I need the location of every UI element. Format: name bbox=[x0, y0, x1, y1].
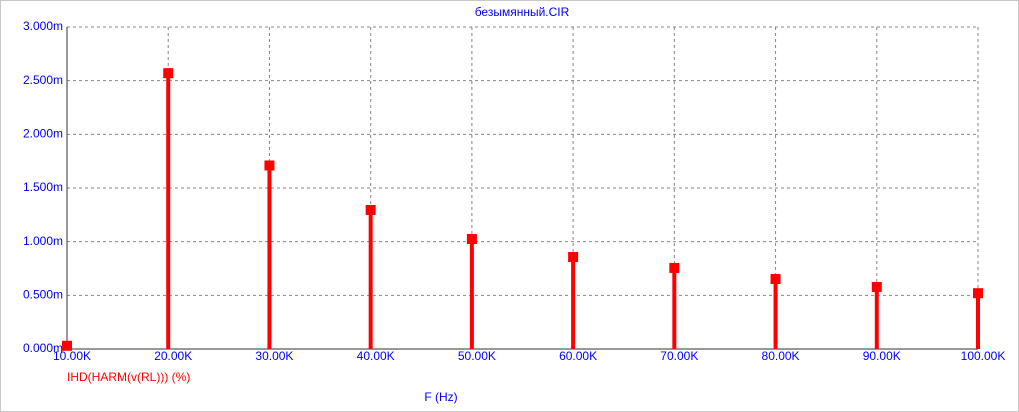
stem-marker bbox=[568, 252, 579, 263]
x-tick-label: 70.00K bbox=[660, 349, 698, 363]
x-tick-label: 10.00K bbox=[53, 349, 91, 363]
stem-marker bbox=[264, 160, 275, 171]
x-tick-label: 80.00K bbox=[762, 349, 800, 363]
y-tick-label: 1.000m bbox=[23, 234, 63, 248]
x-tick-label: 60.00K bbox=[559, 349, 597, 363]
stem-marker bbox=[466, 233, 477, 244]
y-tick-label: 0.500m bbox=[23, 288, 63, 302]
x-axis-label: F (Hz) bbox=[424, 390, 457, 404]
stem-marker bbox=[62, 340, 72, 351]
stem-marker bbox=[871, 281, 882, 292]
x-tick-label: 90.00K bbox=[863, 349, 901, 363]
y-tick-label: 2.500m bbox=[23, 73, 63, 87]
x-tick-label: 50.00K bbox=[458, 349, 496, 363]
stem-marker bbox=[365, 205, 376, 216]
y-tick-label: 3.000m bbox=[23, 19, 63, 33]
x-tick-label: 100.00K bbox=[961, 349, 1006, 363]
legend-label: IHD(HARM(v(RL))) (%) bbox=[67, 370, 190, 384]
y-tick-label: 2.000m bbox=[23, 127, 63, 141]
stem-marker bbox=[669, 262, 680, 273]
x-tick-label: 40.00K bbox=[357, 349, 395, 363]
stem-marker bbox=[770, 274, 781, 285]
y-tick-label: 1.500m bbox=[23, 180, 63, 194]
x-tick-label: 20.00K bbox=[154, 349, 192, 363]
stem-marker bbox=[163, 68, 174, 79]
x-tick-label: 30.00K bbox=[255, 349, 293, 363]
y-tick-label: 0.000m bbox=[23, 341, 63, 355]
stem-marker bbox=[973, 288, 983, 299]
chart-title: безымянный.CIR bbox=[475, 5, 570, 19]
